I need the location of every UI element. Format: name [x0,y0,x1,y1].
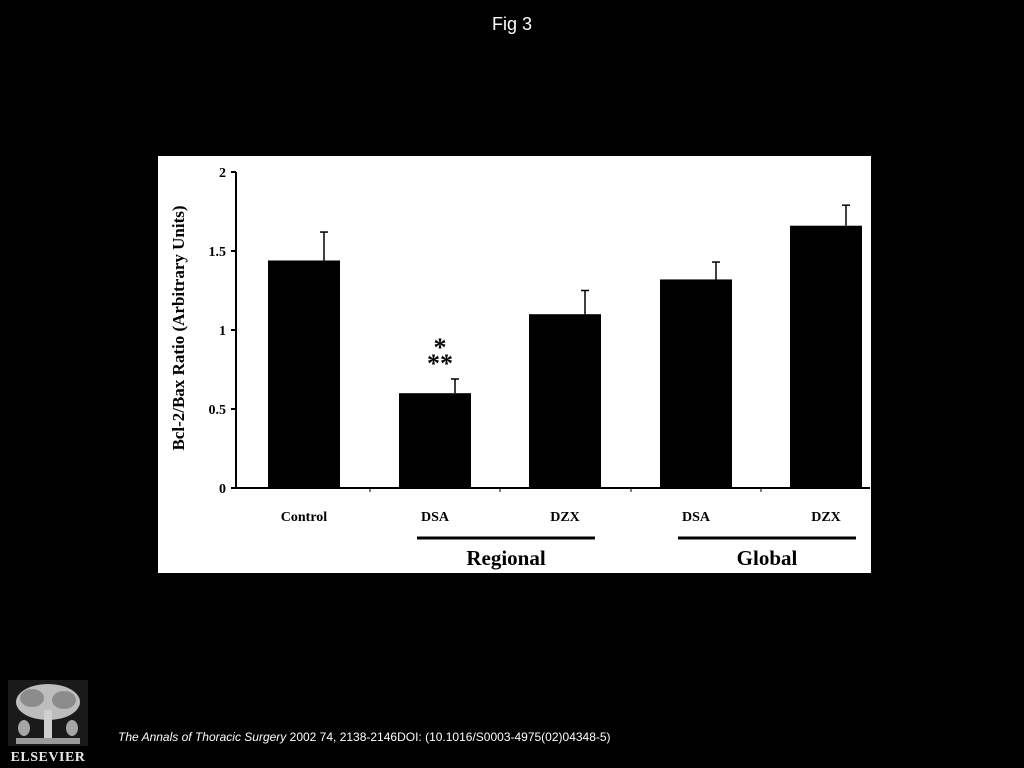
bar [660,279,732,488]
bar-chart: Bcl-2/Bax Ratio (Arbitrary Units) 0 0.5 1 1… [169,166,870,570]
x-tick-label: DSA [682,510,711,525]
elsevier-wordmark: ELSEVIER [10,750,86,765]
y-tick-label: 2 [219,166,226,181]
y-tick-label: 1 [219,324,226,339]
y-tick-label: 0.5 [209,403,227,418]
y-tick-label: 0 [219,482,226,497]
figure-panel: Bcl-2/Bax Ratio (Arbitrary Units) 0 0.5 1 1… [158,156,871,573]
elsevier-logo: ELSEVIER [8,680,88,766]
x-tick-label: DZX [550,510,580,525]
group-label: Global [737,546,798,570]
slide-title: Fig 3 [491,14,533,34]
bar [268,260,340,488]
y-axis-label: Bcl-2/Bax Ratio (Arbitrary Units) [169,205,188,450]
plot-area: 0 0.5 1 1.5 2 Control DSA DZX DSA DZX *** Regional G… [209,166,870,570]
significance-marker: ** [427,349,453,378]
bar [529,314,601,488]
journal-name: The Annals of Thoracic Surgery [118,730,287,744]
bar [790,225,862,488]
citation-details: 2002 74, 2138-2146DOI: (10.1016/S0003-49… [286,730,611,744]
bar [399,393,471,488]
x-tick-label: Control [281,510,328,525]
x-tick-label: DZX [811,510,841,525]
significance-marker: * [434,333,447,362]
citation: The Annals of Thoracic Surgery 2002 74, … [118,730,611,744]
tree-icon [8,680,88,746]
group-label: Regional [466,546,546,570]
x-tick-label: DSA [421,510,450,525]
y-tick-label: 1.5 [209,245,227,260]
